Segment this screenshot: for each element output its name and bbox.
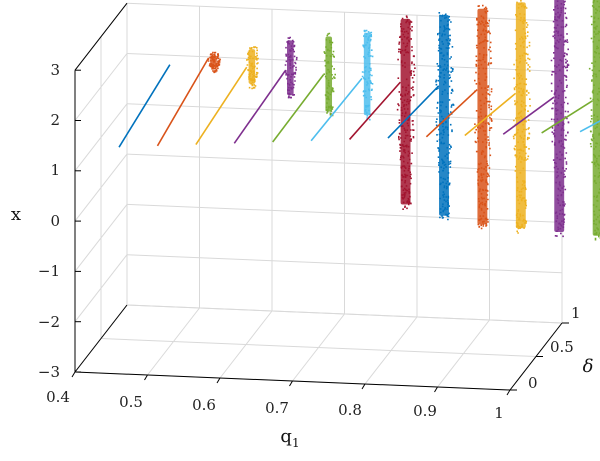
series-3-ramp: [233, 70, 286, 144]
series-2-ramp: [195, 66, 248, 146]
series-12: [579, 120, 600, 133]
z-axis-label: x: [11, 204, 21, 225]
series-9-ramp: [464, 92, 517, 137]
side-wall-grid-z-2: [74, 204, 128, 272]
series-10-band-core: [554, 0, 565, 233]
series-11: [541, 0, 600, 241]
q1-tick-mark-5: [434, 386, 438, 393]
series-4: [272, 32, 336, 143]
series-3: [233, 36, 298, 144]
series-8-band-points: [474, 4, 493, 230]
series-0-ramp: [118, 64, 171, 148]
x-tick-4: 0.8: [338, 401, 362, 419]
z-tick-6: 3: [50, 61, 60, 79]
x-axis-label-main: q: [280, 426, 292, 447]
q1-tick-mark-0: [71, 371, 76, 378]
back-wall-grid-z-6: [126, 2, 563, 22]
q1-tick-mark-6: [506, 389, 511, 396]
floor-grid-delta-1: [100, 338, 537, 357]
x-axis-label-subscript: 1: [292, 436, 300, 450]
z-tick-2: −1: [38, 262, 60, 280]
delta-axis-label: δ: [583, 356, 594, 377]
series-4-band-points: [323, 32, 336, 117]
series-5-ramp: [310, 77, 363, 142]
series-2-band-points: [246, 46, 259, 90]
series-5: [310, 29, 374, 142]
series-6: [348, 15, 416, 211]
series-6-band-points: [396, 15, 416, 211]
series-0: [118, 64, 171, 148]
back-wall-grid-z-4: [126, 103, 563, 123]
series-10: [502, 0, 570, 238]
axes-box: [71, 2, 569, 396]
z-tick-4: 1: [50, 161, 60, 179]
x-tick-6: 1: [494, 404, 504, 422]
series-1-ramp: [156, 57, 209, 147]
side-wall-grid-z-4: [74, 103, 128, 172]
series-3-band-points: [284, 36, 298, 99]
q1-tick-mark-4: [361, 383, 366, 390]
q1-tick-mark-2: [216, 377, 221, 384]
series-6-ramp: [348, 81, 401, 140]
series-1: [156, 51, 221, 147]
delta-tick-2: 1: [571, 304, 581, 322]
z-tick-5: 2: [50, 111, 60, 129]
back-wall-grid-z-3: [126, 153, 563, 173]
series-11-band-points: [588, 0, 600, 241]
series-2: [195, 46, 259, 146]
series-7-band-points: [435, 12, 455, 221]
series-7-band-core: [439, 15, 449, 216]
series-8-ramp: [425, 88, 478, 138]
series-9-band-points: [512, 0, 531, 234]
series-7: [387, 12, 455, 221]
series-11-band-core: [592, 0, 600, 236]
back-wall-grid-z-1: [126, 254, 563, 274]
z-tick-labels: −3 −2 −1 0 1 2 3: [38, 61, 60, 381]
side-wall-grid-z-1: [74, 254, 128, 323]
back-wall-grid-z-2: [126, 203, 563, 223]
z-tick-3: 0: [50, 212, 60, 230]
plot-data: [118, 0, 600, 241]
delta-tick-0: 0: [528, 374, 538, 392]
z-tick-0: −3: [38, 363, 60, 381]
series-7-ramp: [387, 85, 440, 139]
side-floor-edge: [74, 304, 128, 373]
x-tick-labels: 0.4 0.5 0.6 0.7 0.8 0.9 1: [46, 388, 504, 422]
delta-tick-labels: 0 0.5 1: [528, 304, 581, 392]
series-1-band-points: [207, 51, 221, 74]
series-8: [425, 4, 493, 230]
x-tick-2: 0.6: [192, 396, 216, 414]
series-4-ramp: [272, 74, 325, 143]
x-tick-1: 0.5: [119, 393, 143, 411]
side-wall-grid-z-5: [74, 53, 128, 121]
series-10-ramp: [502, 96, 555, 135]
x-tick-0: 0.4: [46, 388, 70, 406]
x-tick-5: 0.9: [413, 402, 437, 420]
x-axis-label: q1: [280, 426, 299, 450]
x-tick-3: 0.7: [265, 399, 289, 417]
z-tick-1: −2: [38, 313, 60, 331]
q1-tick-mark-3: [289, 380, 293, 387]
series-9-band-core: [515, 2, 526, 229]
floor-grid-delta-2: [126, 304, 563, 324]
series-12-ramp: [579, 120, 600, 133]
delta-tick-1: 0.5: [550, 338, 574, 356]
top-side-edge: [74, 2, 128, 71]
back-wall-grid-z-5: [126, 53, 563, 72]
grid-lines: [74, 2, 563, 391]
q1-tick-mark-1: [144, 374, 148, 381]
side-wall-grid-z-3: [74, 153, 128, 222]
series-11-ramp: [541, 100, 593, 134]
series-9: [464, 0, 531, 234]
